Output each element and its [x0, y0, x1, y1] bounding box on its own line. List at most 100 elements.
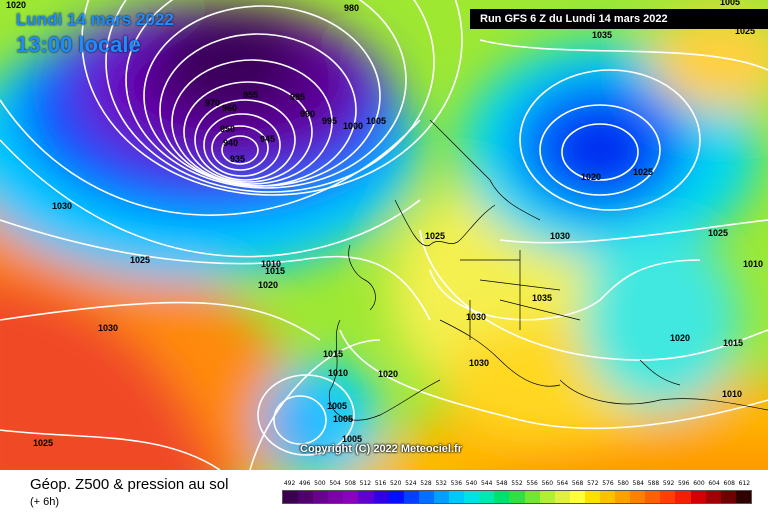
isobar-label: 985	[290, 92, 305, 102]
model-run-label: Run GFS 6 Z du Lundi 14 mars 2022	[470, 9, 768, 29]
color-scale-swatch	[479, 491, 495, 503]
isobar-label: 1030	[550, 231, 570, 241]
legend-footer: Géop. Z500 & pression au sol (+ 6h) 492 4…	[0, 470, 768, 512]
color-scale-value: 592	[662, 480, 675, 487]
color-scale-value: 552	[511, 480, 523, 487]
isobar-label: 1010	[261, 259, 281, 269]
isobar-label: 1005	[720, 0, 740, 7]
color-scale-value: 596	[678, 480, 690, 487]
color-scale-value: 564	[556, 480, 569, 487]
isobar-lines	[0, 0, 768, 470]
isobar-label: 1025	[708, 228, 728, 238]
isobar-label: 1010	[328, 368, 348, 378]
isobar-label: 1025	[633, 167, 653, 177]
color-scale-value: 528	[420, 480, 432, 487]
isobar-label: 1020	[6, 0, 26, 10]
color-scale-swatch	[449, 491, 465, 503]
color-scale-swatch	[298, 491, 314, 503]
color-scale-swatch	[313, 491, 329, 503]
color-scale-swatch	[403, 491, 419, 503]
isobar-label: 980	[344, 3, 359, 13]
color-scale-swatch	[328, 491, 344, 503]
isobar-label: 990	[300, 109, 315, 119]
color-scale-value: 492	[283, 480, 296, 487]
color-scale-swatch	[418, 491, 434, 503]
color-scale-swatch	[524, 491, 540, 503]
color-scale-value: 588	[647, 480, 660, 487]
isobar-label: 970	[205, 98, 220, 108]
color-scale-swatch	[509, 491, 525, 503]
isobar-label: 1020	[258, 280, 278, 290]
color-scale-value: 496	[299, 480, 311, 487]
isobar-label: 960	[222, 103, 237, 113]
color-scale-value: 536	[450, 480, 463, 487]
isobar-label: 1005	[327, 401, 347, 411]
color-scale-labels: 492 496 500 504 508 512 516 520 524 528 532 536 540 5…	[282, 480, 752, 490]
color-scale-swatch	[660, 491, 676, 503]
isobar-label: 1025	[33, 438, 53, 448]
color-scale-value: 512	[359, 480, 372, 487]
color-scale-swatch	[705, 491, 721, 503]
isobar-label: 955	[243, 90, 258, 100]
color-scale-swatch	[373, 491, 389, 503]
color-scale-swatch	[464, 491, 480, 503]
color-scale-value: 544	[480, 480, 493, 487]
isobar-label: 1025	[130, 255, 150, 265]
isobar-label: 995	[322, 116, 337, 126]
isobar-label: 1005	[333, 414, 353, 424]
isobar-label: 1035	[532, 293, 552, 303]
color-scale-swatch	[615, 491, 631, 503]
color-scale-value: 540	[465, 480, 478, 487]
color-scale-swatch	[358, 491, 374, 503]
color-scale-swatch	[539, 491, 555, 503]
forecast-date-title: Lundi 14 mars 2022	[16, 10, 174, 29]
legend-title: Géop. Z500 & pression au sol	[30, 476, 229, 493]
isobar-label: 1005	[342, 434, 362, 444]
color-scale-value: 504	[329, 480, 341, 487]
color-scale-swatch	[388, 491, 404, 503]
color-scale-swatch	[690, 491, 706, 503]
color-scale-swatch	[675, 491, 691, 503]
isobar-label: 935	[230, 154, 245, 164]
color-scale-value: 584	[632, 480, 644, 487]
isobar-label: 1030	[466, 312, 486, 322]
color-scale-swatch	[630, 491, 646, 503]
color-scale-value: 556	[526, 480, 538, 487]
isobar-label: 945	[260, 134, 275, 144]
forecast-local-time: 13:00 locale	[16, 32, 141, 57]
color-scale-value: 600	[693, 480, 705, 487]
coastlines	[328, 119, 768, 421]
isobar-label: 1015	[265, 266, 285, 276]
isobar-label: 1030	[98, 323, 118, 333]
isobar-label: 1015	[723, 338, 743, 348]
copyright-notice: Copyright (C) 2022 Meteociel.fr	[300, 443, 462, 455]
color-scale-value: 500	[314, 480, 326, 487]
color-scale-swatch	[283, 491, 299, 503]
color-scale-value: 508	[344, 480, 356, 487]
legend-subtitle: (+ 6h)	[30, 496, 60, 508]
color-scale-swatch	[569, 491, 585, 503]
isobar-value-labels: 1020 980 1035 1025 1005 955 970 960 985 990 995 100…	[6, 0, 763, 448]
color-scale-swatch	[645, 491, 661, 503]
color-scale-value: 580	[617, 480, 629, 487]
isobar-label: 1030	[469, 358, 489, 368]
color-scale-value: 608	[723, 480, 735, 487]
isobar-label: 1035	[592, 30, 612, 40]
forecast-map: 1020 980 1035 1025 1005 955 970 960 985 990 995 100…	[0, 0, 768, 470]
color-scale-swatch	[599, 491, 616, 503]
color-scale-swatch	[494, 491, 510, 503]
isobar-label: 1030	[52, 201, 72, 211]
color-scale-value: 572	[587, 480, 599, 487]
isobar-label: 1020	[581, 172, 601, 182]
color-scale-value: 532	[435, 480, 447, 487]
color-scale-value: 520	[389, 480, 402, 487]
color-scale-swatch	[735, 491, 751, 503]
color-scale-swatch	[554, 491, 570, 503]
color-scale-value: 604	[708, 480, 720, 487]
color-scale-value: 560	[541, 480, 554, 487]
isobar-label: 1015	[323, 349, 343, 359]
color-scale-value: 516	[374, 480, 387, 487]
isobar-label: 950	[220, 124, 235, 134]
color-scale-swatch	[433, 491, 450, 503]
